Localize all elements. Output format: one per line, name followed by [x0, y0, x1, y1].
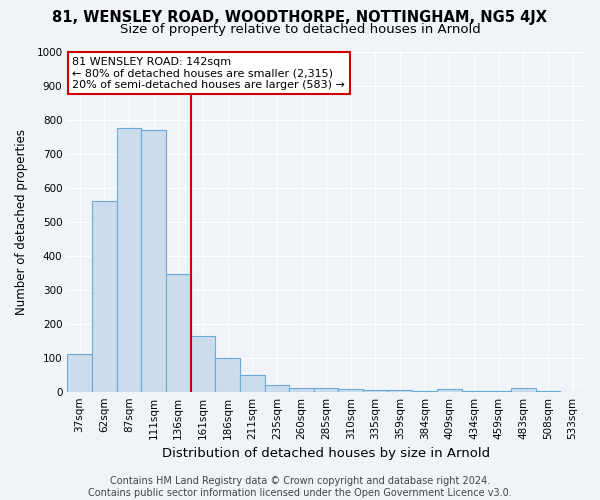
- Bar: [265, 385, 289, 392]
- Bar: [191, 336, 215, 392]
- Bar: [511, 388, 536, 392]
- Bar: [338, 389, 363, 392]
- Bar: [289, 388, 314, 392]
- Text: Contains HM Land Registry data © Crown copyright and database right 2024.
Contai: Contains HM Land Registry data © Crown c…: [88, 476, 512, 498]
- Bar: [487, 391, 511, 392]
- Bar: [141, 130, 166, 392]
- Bar: [462, 391, 487, 392]
- Bar: [314, 388, 338, 392]
- Text: Size of property relative to detached houses in Arnold: Size of property relative to detached ho…: [119, 22, 481, 36]
- Bar: [116, 128, 141, 392]
- Text: 81 WENSLEY ROAD: 142sqm
← 80% of detached houses are smaller (2,315)
20% of semi: 81 WENSLEY ROAD: 142sqm ← 80% of detache…: [73, 56, 346, 90]
- Bar: [67, 354, 92, 392]
- X-axis label: Distribution of detached houses by size in Arnold: Distribution of detached houses by size …: [162, 447, 490, 460]
- Bar: [437, 389, 462, 392]
- Bar: [240, 374, 265, 392]
- Bar: [215, 358, 240, 392]
- Bar: [166, 274, 191, 392]
- Y-axis label: Number of detached properties: Number of detached properties: [15, 128, 28, 314]
- Bar: [388, 390, 412, 392]
- Text: 81, WENSLEY ROAD, WOODTHORPE, NOTTINGHAM, NG5 4JX: 81, WENSLEY ROAD, WOODTHORPE, NOTTINGHAM…: [53, 10, 548, 25]
- Bar: [92, 201, 116, 392]
- Bar: [363, 390, 388, 392]
